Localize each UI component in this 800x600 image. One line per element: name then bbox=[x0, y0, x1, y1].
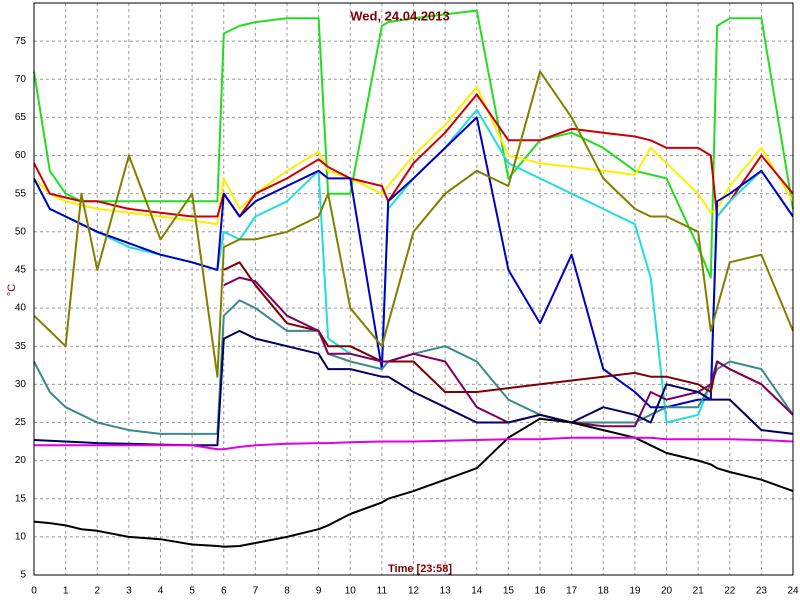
y-tick-label: 50 bbox=[15, 226, 27, 237]
y-axis-label: °C bbox=[6, 284, 18, 296]
y-tick-label: 30 bbox=[15, 379, 27, 390]
x-tick-label: 1 bbox=[63, 586, 69, 597]
x-tick-label: 6 bbox=[221, 586, 227, 597]
x-tick-label: 20 bbox=[661, 586, 673, 597]
y-tick-label: 15 bbox=[15, 493, 27, 504]
y-tick-label: 55 bbox=[15, 188, 27, 199]
series-line bbox=[33, 9, 794, 279]
x-tick-label: 5 bbox=[189, 586, 195, 597]
x-tick-label: 3 bbox=[126, 586, 132, 597]
y-tick-label: 5 bbox=[20, 570, 26, 581]
y-tick-label: 40 bbox=[15, 303, 27, 314]
x-tick-label: 7 bbox=[253, 586, 259, 597]
y-tick-label: 35 bbox=[15, 341, 27, 352]
x-tick-label: 0 bbox=[31, 586, 37, 597]
x-tick-label: 2 bbox=[94, 586, 100, 597]
y-tick-label: 70 bbox=[15, 74, 27, 85]
x-tick-label: 23 bbox=[756, 586, 768, 597]
x-tick-label: 11 bbox=[377, 586, 388, 597]
x-tick-label: 12 bbox=[408, 586, 420, 597]
x-tick-label: 8 bbox=[284, 586, 290, 597]
x-tick-label: 14 bbox=[471, 586, 483, 597]
x-tick-label: 22 bbox=[724, 586, 736, 597]
series-line bbox=[33, 299, 794, 435]
plot-frame bbox=[33, 2, 794, 576]
series-line bbox=[33, 116, 794, 409]
x-tick-label: 24 bbox=[787, 586, 799, 597]
series-line bbox=[33, 85, 794, 226]
x-tick-label: 19 bbox=[629, 586, 641, 597]
series-line bbox=[33, 329, 794, 447]
y-tick-label: 20 bbox=[15, 455, 27, 466]
series-line bbox=[33, 70, 794, 378]
y-tick-label: 10 bbox=[15, 532, 27, 543]
x-tick-label: 15 bbox=[503, 586, 515, 597]
x-tick-label: 10 bbox=[345, 586, 357, 597]
series-line bbox=[33, 93, 794, 218]
x-tick-label: 16 bbox=[534, 586, 546, 597]
series-line bbox=[34, 436, 794, 451]
x-tick-label: 4 bbox=[158, 586, 164, 597]
x-tick-label: 13 bbox=[440, 586, 452, 597]
x-tick-label: 21 bbox=[693, 586, 705, 597]
series-line bbox=[33, 417, 794, 548]
y-tick-label: 60 bbox=[15, 150, 27, 161]
x-tick-label: 18 bbox=[598, 586, 610, 597]
y-tick-label: 25 bbox=[15, 417, 27, 428]
chart-title: Wed, 24.04.2013 bbox=[350, 8, 450, 23]
lines bbox=[33, 9, 794, 548]
x-tick-label: 9 bbox=[316, 586, 322, 597]
y-tick-label: 45 bbox=[15, 265, 27, 276]
y-tick-label: 65 bbox=[15, 112, 27, 123]
y-tick-label: 75 bbox=[15, 36, 27, 47]
x-axis-label: Time [23:58] bbox=[388, 563, 452, 575]
x-tick-label: 17 bbox=[566, 586, 578, 597]
